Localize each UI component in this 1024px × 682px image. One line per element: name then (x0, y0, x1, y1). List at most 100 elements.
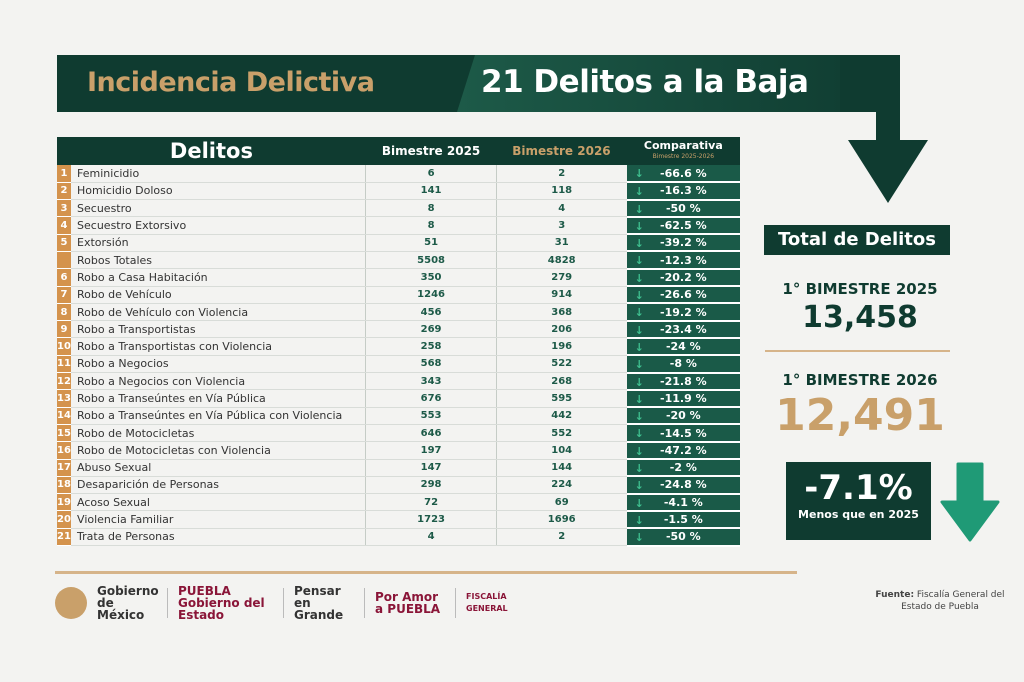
value-2026: 31 (495, 234, 627, 252)
comparison-value: -1.5 % (663, 513, 703, 527)
table-row: 5 Extorsión 51 31 ↓ -39.2 % (57, 234, 740, 253)
crime-table: Delitos Bimestre 2025 Bimestre 2026 Comp… (57, 137, 740, 547)
row-number: 20 (57, 510, 72, 529)
comparison: ↓ -23.4 % (626, 320, 740, 339)
row-number: 14 (57, 407, 72, 425)
down-arrow-icon: ↓ (634, 479, 644, 493)
down-arrow-icon: ↓ (634, 340, 644, 354)
separator (455, 588, 456, 618)
title-banner: Incidencia Delictiva 21 Delitos a la Baj… (57, 55, 897, 112)
down-arrow-icon: ↓ (634, 167, 644, 180)
value-2025: 258 (365, 337, 497, 356)
value-2025: 298 (365, 476, 497, 495)
comparison-value: -20 % (665, 409, 701, 423)
comparison: ↓ -47.2 % (626, 441, 740, 461)
comparison: ↓ -50 % (626, 528, 740, 547)
value-2025: 269 (365, 320, 497, 339)
comparison: ↓ -2 % (626, 459, 740, 478)
down-arrow-icon: ↓ (634, 289, 644, 303)
crime-name: Trata de Personas (71, 528, 366, 547)
value-2025: 51 (365, 234, 497, 252)
table-row: 16 Robo de Motocicletas con Violencia 19… (57, 441, 740, 461)
table-row: 2 Homicidio Doloso 141 118 ↓ -16.3 % (57, 182, 740, 201)
comparison: ↓ -14.5 % (626, 424, 740, 443)
crime-name: Abuso Sexual (71, 459, 366, 477)
comparison-value: -24 % (665, 340, 701, 354)
comparison: ↓ -24 % (626, 337, 740, 357)
value-2025: 1246 (365, 286, 497, 304)
comparison-value: -50 % (665, 201, 701, 215)
value-2026: 3 (495, 216, 627, 235)
divider (765, 350, 950, 352)
row-number: 19 (57, 493, 72, 512)
value-2026: 144 (495, 459, 627, 477)
down-arrow-icon: ↓ (634, 323, 644, 337)
comparison-value: -12.3 % (660, 253, 707, 267)
logo-fiscalia: FISCALÍA GENERAL (466, 592, 508, 613)
value-2025: 141 (365, 182, 497, 201)
down-arrow-icon: ↓ (634, 462, 644, 476)
value-2026: 552 (495, 424, 627, 443)
table-row: 12 Robo a Negocios con Violencia 343 268… (57, 372, 740, 391)
source-text: Fiscalía General del Estado de Puebla (901, 590, 1005, 612)
value-2025: 147 (365, 459, 497, 477)
row-number: 10 (57, 337, 72, 356)
value-2025: 6 (365, 165, 497, 183)
comparison-value: -39.2 % (660, 236, 707, 250)
down-arrow-icon: ↓ (634, 531, 644, 545)
value-2025: 72 (365, 493, 497, 512)
comparison: ↓ -4.1 % (626, 493, 740, 512)
value-2026: 4828 (495, 251, 627, 270)
comparison: ↓ -50 % (626, 199, 740, 218)
down-arrow-icon: ↓ (634, 375, 644, 389)
value-2026: 279 (495, 268, 627, 287)
row-number: 18 (57, 476, 72, 495)
value-2025: 8 (365, 216, 497, 235)
value-2026: 2 (495, 528, 627, 547)
comparison: ↓ -21.8 % (626, 372, 740, 391)
total-title: Total de Delitos (764, 225, 950, 255)
value-2025: 343 (365, 372, 497, 391)
table-row: 11 Robo a Negocios 568 522 ↓ -8 % (57, 355, 740, 374)
value-2026: 118 (495, 182, 627, 201)
table-row: 21 Trata de Personas 4 2 ↓ -50 % (57, 528, 740, 547)
row-number: 2 (57, 182, 72, 201)
comparison-value: -21.8 % (660, 374, 707, 388)
header-delitos: Delitos (57, 137, 366, 165)
row-number: 6 (57, 268, 72, 287)
comparison: ↓ -11.9 % (626, 389, 740, 409)
comparison-value: -11.9 % (660, 392, 707, 405)
down-arrow-icon: ↓ (634, 410, 644, 424)
comparison-value: -23.4 % (660, 322, 707, 336)
crime-name: Robo a Negocios (71, 355, 366, 374)
row-number: 12 (57, 372, 72, 391)
row-number: 4 (57, 216, 72, 235)
down-arrow-icon: ↓ (634, 444, 644, 458)
separator (283, 588, 284, 618)
crime-name: Robo de Vehículo con Violencia (71, 303, 366, 322)
crime-name: Desaparición de Personas (71, 476, 366, 495)
comparison-value: -26.6 % (660, 288, 707, 302)
comparison: ↓ -62.5 % (626, 216, 740, 236)
down-arrow-icon: ↓ (634, 358, 644, 372)
comparison-value: -62.5 % (660, 219, 707, 233)
value-2026: 914 (495, 286, 627, 304)
value-2026: 368 (495, 303, 627, 322)
logo-puebla: PUEBLA Gobierno del Estado (178, 584, 265, 622)
header-comparativa: Comparativa Bimestre 2025-2026 (626, 137, 740, 165)
value-2026: 4 (495, 199, 627, 218)
comparison: ↓ -66.6 % (626, 165, 740, 184)
source-label: Fuente: (875, 590, 915, 600)
value-2026: 2 (495, 165, 627, 183)
value-2026: 196 (495, 337, 627, 356)
value-2025: 676 (365, 389, 497, 408)
row-number: 8 (57, 303, 72, 322)
crime-name: Robo a Transportistas con Violencia (71, 337, 366, 356)
value-2025: 197 (365, 441, 497, 460)
row-number: 21 (57, 528, 72, 547)
value-2025: 456 (365, 303, 497, 322)
value-2026: 12,491 (775, 390, 945, 441)
down-arrow-icon: ↓ (634, 202, 644, 216)
row-number: 3 (57, 199, 72, 218)
table-row: 17 Abuso Sexual 147 144 ↓ -2 % (57, 459, 740, 478)
